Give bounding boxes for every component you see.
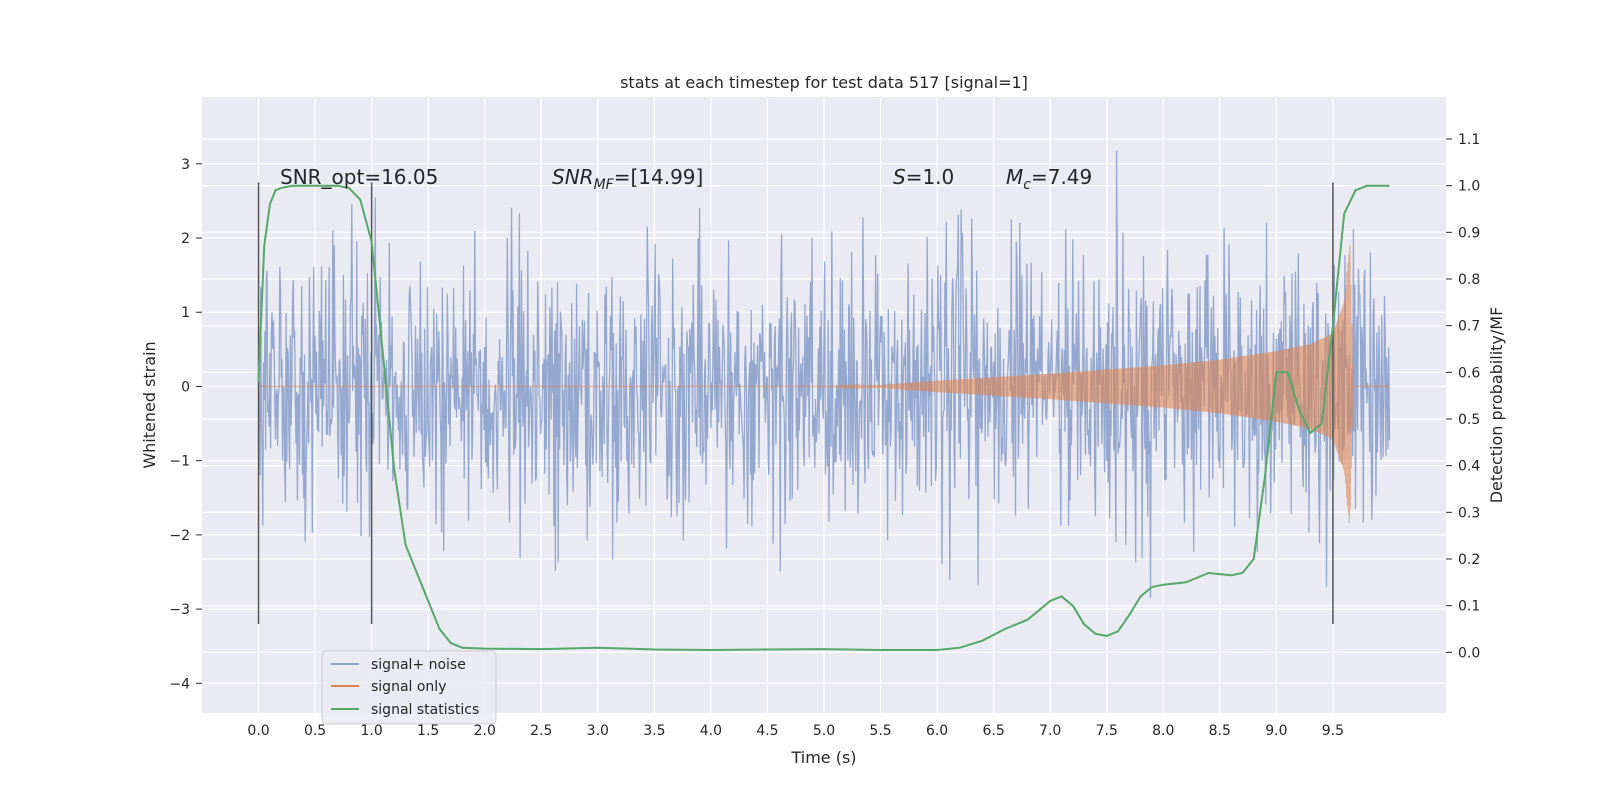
right-y-tick-label: 0.7 [1458,319,1480,335]
signal-only-series [258,245,1390,524]
x-axis-ticks: 0.0 0.5 1.0 1.5 2.0 2.5 3.0 3.5 4.0 4.5 5.0 5.5 6.0 6… [247,723,1344,739]
x-tick-label: 9.0 [1265,723,1287,739]
signal-statistics-series [257,184,1390,652]
right-y-tick-label: 1.1 [1458,132,1480,148]
x-tick-label: 4.5 [756,723,778,739]
y-tick-label: −4 [169,676,190,692]
right-y-tick-label: 0.1 [1458,599,1480,615]
y-tick-label: −3 [169,602,190,618]
x-tick-label: 5.5 [869,723,891,739]
legend-label-signal-only: signal only [371,679,446,695]
x-tick-label: 0.5 [304,723,326,739]
x-tick-label: 8.5 [1209,723,1231,739]
y-tick-label: 2 [181,231,190,247]
annotation-mc-main: M [1006,165,1023,189]
signal-only-line [258,245,1390,524]
x-tick-label: 1.5 [417,723,439,739]
right-y-axis-ticks: 0.0 0.1 0.2 0.3 0.4 0.5 0.6 0.7 0.8 0.9 1.0 1.1 [1446,132,1480,661]
x-tick-label: 2.5 [530,723,552,739]
annotation-s-main: S [893,165,906,189]
annotation-snr-mf-main: SNR [552,165,594,189]
x-tick-label: 8.0 [1152,723,1174,739]
right-y-tick-label: 0.0 [1458,645,1480,661]
legend-label-signal-statistics: signal statistics [371,702,479,718]
chart-title: stats at each timestep for test data 517… [620,73,1028,92]
signal-plus-noise-series [257,150,1391,598]
x-tick-label: 6.0 [926,723,948,739]
x-tick-label: 2.0 [474,723,496,739]
annotation-mc-value: =7.49 [1031,165,1092,189]
annotations: SNR_opt=16.05 SNRMF=[14.99] S=1.0 Mc=7.4… [280,165,1092,193]
legend: signal+ noise signal only signal statist… [321,650,497,725]
x-tick-label: 3.0 [587,723,609,739]
x-tick-label: 9.5 [1322,723,1344,739]
annotation-mc: Mc=7.49 [1006,165,1092,193]
x-tick-label: 6.5 [983,723,1005,739]
y-tick-label: −2 [169,528,190,544]
x-axis-label: Time (s) [790,748,856,767]
right-y-tick-label: 0.9 [1458,225,1480,241]
y-axis-label: Whitened strain [140,341,159,468]
annotation-snr-mf-value: =[14.99] [614,165,704,189]
legend-label-signal-noise: signal+ noise [371,657,466,673]
y-tick-label: −1 [169,454,190,470]
x-tick-label: 4.0 [700,723,722,739]
x-tick-label: 7.0 [1039,723,1061,739]
x-tick-label: 7.5 [1096,723,1118,739]
vertical-markers [257,182,1334,624]
signal-plus-noise-line [257,150,1391,598]
y-tick-label: 1 [181,305,190,321]
right-y-tick-label: 0.6 [1458,365,1480,381]
x-tick-label: 3.5 [643,723,665,739]
y-axis-ticks: −4 −3 −2 −1 0 1 2 3 [169,157,202,692]
right-y-tick-label: 1.0 [1458,179,1480,195]
annotation-snr-mf: SNRMF=[14.99] [552,165,703,193]
annotation-s-value: =1.0 [906,165,955,189]
right-y-tick-label: 0.2 [1458,552,1480,568]
annotation-snr-mf-sub: MF [594,177,615,193]
right-y-axis-label: Detection probability/MF [1487,307,1506,504]
signal-statistics-line [257,184,1390,652]
right-y-tick-label: 0.5 [1458,412,1480,428]
annotation-mc-sub: c [1023,177,1031,193]
annotation-s: S=1.0 [893,165,954,189]
x-tick-label: 5.0 [813,723,835,739]
y-tick-label: 0 [181,379,190,395]
right-y-tick-label: 0.3 [1458,505,1480,521]
right-y-tick-label: 0.4 [1458,459,1480,475]
x-tick-label: 1.0 [361,723,383,739]
legend-box [321,650,497,725]
x-tick-label: 0.0 [247,723,269,739]
annotation-snr-opt: SNR_opt=16.05 [280,165,438,189]
right-y-tick-label: 0.8 [1458,272,1480,288]
y-tick-label: 3 [181,157,190,173]
